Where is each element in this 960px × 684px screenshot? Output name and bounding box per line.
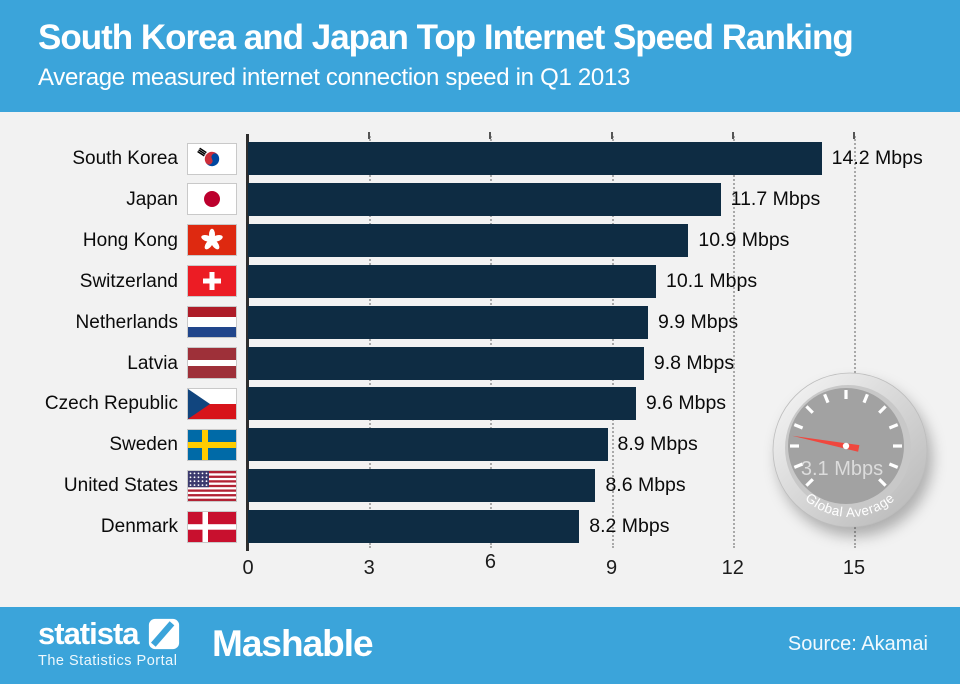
flag-icon-japan bbox=[187, 183, 237, 216]
bar-czech-republic bbox=[248, 387, 636, 421]
bar-japan bbox=[248, 182, 721, 216]
bar-netherlands bbox=[248, 305, 648, 339]
global-average-gauge-icon: 3.1 Mbps Global Average bbox=[765, 365, 935, 535]
top-tick-3 bbox=[368, 132, 371, 139]
flag-icon-hong-kong bbox=[187, 224, 237, 257]
bar-value-hong-kong: 10.9 Mbps bbox=[698, 228, 790, 251]
flag-icon-denmark bbox=[187, 510, 237, 543]
bar-hong-kong bbox=[248, 223, 689, 257]
flag-icon-czech-republic bbox=[187, 387, 237, 420]
bar-united-states bbox=[248, 469, 596, 503]
mashable-logo: Mashable bbox=[212, 623, 374, 664]
bar-value-switzerland: 10.1 Mbps bbox=[666, 269, 758, 292]
bar-value-united-states: 8.6 Mbps bbox=[605, 474, 686, 497]
flag-icon-latvia bbox=[187, 347, 237, 379]
country-label-denmark: Denmark bbox=[100, 516, 178, 538]
flag-icon-switzerland bbox=[187, 265, 237, 298]
x-axis-tick-label: 0 bbox=[242, 557, 254, 579]
y-axis-line bbox=[246, 134, 249, 551]
bar-value-south-korea: 14.2 Mbps bbox=[831, 147, 923, 169]
header: South Korea and Japan Top Internet Speed… bbox=[0, 0, 960, 112]
top-tick-6 bbox=[489, 132, 492, 139]
gridline-12 bbox=[732, 136, 735, 548]
gridline-6 bbox=[490, 136, 493, 548]
bar-south-korea bbox=[248, 142, 822, 175]
bar-sweden bbox=[248, 428, 608, 462]
bar-denmark bbox=[248, 510, 580, 544]
flag-icon-united-states bbox=[187, 469, 237, 502]
bar-value-latvia: 9.8 Mbps bbox=[653, 351, 735, 374]
top-tick-9 bbox=[610, 132, 613, 139]
footer: statista The Statistics Portal Mashable … bbox=[0, 607, 960, 684]
page-title: South Korea and Japan Top Internet Speed… bbox=[38, 18, 854, 57]
bar-value-denmark: 8.2 Mbps bbox=[589, 515, 670, 538]
statista-logo: statista The Statistics Portal bbox=[38, 618, 180, 669]
gauge-value-label: 3.1 Mbps bbox=[801, 458, 883, 480]
bar-value-sweden: 8.9 Mbps bbox=[617, 433, 698, 456]
x-axis-tick-label: 12 bbox=[721, 557, 744, 579]
country-label-japan: Japan bbox=[126, 188, 178, 210]
bar-value-czech-republic: 9.6 Mbps bbox=[645, 392, 727, 415]
country-label-czech-republic: Czech Republic bbox=[44, 393, 178, 415]
gridline-15 bbox=[854, 136, 856, 548]
x-axis-tick-label: 9 bbox=[606, 557, 618, 579]
x-axis-tick-label: 6 bbox=[484, 551, 496, 573]
bar-chart: South Korea 14.2 Mbps Japan 11.7 Mbps Hong K… bbox=[0, 112, 960, 607]
top-tick-15 bbox=[853, 132, 855, 139]
page-subtitle: Average measured internet connection spe… bbox=[38, 64, 631, 91]
top-tick-12 bbox=[731, 132, 734, 139]
gridline-9 bbox=[611, 136, 614, 548]
flag-icon-sweden bbox=[187, 428, 237, 461]
flag-icon-netherlands bbox=[187, 306, 237, 339]
bar-switzerland bbox=[248, 264, 657, 298]
country-label-switzerland: Switzerland bbox=[79, 270, 178, 292]
country-label-latvia: Latvia bbox=[127, 352, 178, 374]
gridline-3 bbox=[369, 136, 372, 548]
bar-latvia bbox=[248, 346, 644, 380]
country-label-hong-kong: Hong Kong bbox=[82, 229, 178, 251]
country-label-sweden: Sweden bbox=[109, 434, 178, 456]
statista-tagline: The Statistics Portal bbox=[38, 653, 178, 669]
bar-value-japan: 11.7 Mbps bbox=[730, 187, 821, 210]
source-credit: Source: Akamai bbox=[787, 633, 928, 655]
statista-square-icon bbox=[148, 618, 179, 650]
country-label-united-states: United States bbox=[63, 475, 178, 497]
x-axis-tick-label: 3 bbox=[363, 557, 375, 579]
bar-value-netherlands: 9.9 Mbps bbox=[657, 310, 739, 333]
country-label-south-korea: South Korea bbox=[72, 148, 178, 169]
flag-icon-south-korea bbox=[187, 142, 237, 175]
country-label-netherlands: Netherlands bbox=[75, 311, 178, 333]
statista-wordmark: statista bbox=[38, 616, 140, 651]
x-axis-tick-label: 15 bbox=[842, 557, 866, 579]
